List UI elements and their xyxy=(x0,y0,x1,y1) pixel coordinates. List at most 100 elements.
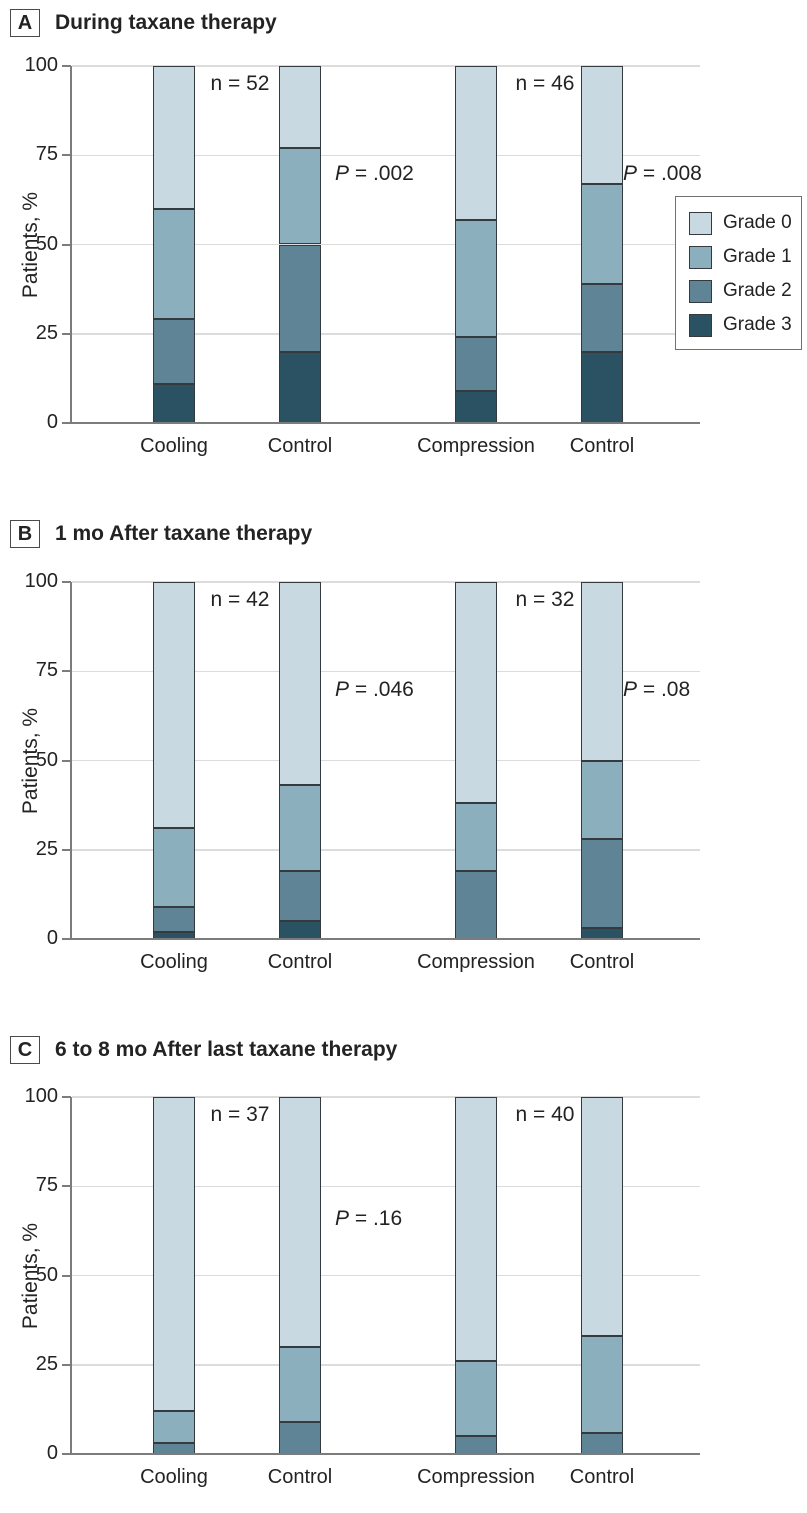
y-tick-mark-50 xyxy=(62,759,71,762)
x-category-label-2: Compression xyxy=(417,951,535,973)
panel-b-letter-box: B xyxy=(10,520,40,548)
panel-c-title-text: 6 to 8 mo After last taxane therapy xyxy=(55,1038,398,1061)
y-gridline-100 xyxy=(72,1096,700,1098)
y-tick-mark-100 xyxy=(62,581,71,583)
bar-segment-compression-2-grade-1 xyxy=(455,1361,497,1437)
y-tick-mark-100 xyxy=(62,1096,71,1098)
x-axis-line xyxy=(70,1453,700,1455)
legend-row-grade-1: Grade 1 xyxy=(689,240,801,274)
x-category-label-1: Control xyxy=(267,951,333,973)
p-value-label-0: P = .002 xyxy=(335,162,414,185)
panel-b-title: B 1 mo After taxane therapy xyxy=(10,520,312,548)
p-value-label-1: P = .008 xyxy=(623,162,702,185)
y-tick-mark-0 xyxy=(62,938,71,940)
bar-segment-compression-2-grade-0 xyxy=(455,66,497,220)
bar-segment-control-1-grade-0 xyxy=(279,1097,321,1347)
p-value-label-0: P = .16 xyxy=(335,1207,403,1230)
legend: Grade 0 Grade 1 Grade 2 Grade 3 xyxy=(675,196,802,350)
y-tick-mark-25 xyxy=(62,848,71,851)
bar-segment-cooling-0-grade-2 xyxy=(153,906,195,932)
n-count-label-0: n = 52 xyxy=(210,72,270,95)
bar-segment-control-3-grade-0 xyxy=(581,582,623,761)
y-tick-label-0: 0 xyxy=(46,927,58,949)
x-category-label-3: Control xyxy=(569,951,635,973)
y-gridline-50 xyxy=(72,1274,700,1277)
y-axis-title: Patients, % xyxy=(19,707,42,814)
bar-segment-control-3-grade-1 xyxy=(581,183,623,284)
bar-segment-control-1-grade-2 xyxy=(279,1421,321,1454)
y-gridline-25 xyxy=(72,849,700,851)
y-tick-label-50: 50 xyxy=(35,232,58,255)
legend-row-grade-0: Grade 0 xyxy=(689,206,801,240)
y-tick-label-100: 100 xyxy=(24,54,58,76)
bar-segment-control-3-grade-1 xyxy=(581,1336,623,1433)
x-category-label-0: Cooling xyxy=(140,951,208,973)
bar-segment-compression-2-grade-3 xyxy=(455,390,497,423)
x-category-label-0: Cooling xyxy=(140,435,208,457)
bar-segment-control-1-grade-2 xyxy=(279,871,321,922)
panel-a-title-text: During taxane therapy xyxy=(55,11,277,34)
bar-segment-control-1-grade-3 xyxy=(279,921,321,939)
bar-segment-cooling-0-grade-0 xyxy=(153,66,195,209)
panel-c-title: C 6 to 8 mo After last taxane therapy xyxy=(10,1036,397,1064)
y-tick-mark-75 xyxy=(62,1185,71,1188)
p-value-label-1: P = .08 xyxy=(623,678,691,701)
bar-segment-control-3-grade-1 xyxy=(581,760,623,840)
bar-segment-cooling-0-grade-0 xyxy=(153,582,195,829)
x-category-label-0: Cooling xyxy=(140,1466,208,1488)
x-category-label-3: Control xyxy=(569,1466,635,1488)
y-tick-label-0: 0 xyxy=(46,1442,58,1464)
panel-b-title-text: 1 mo After taxane therapy xyxy=(55,522,313,545)
x-category-label-3: Control xyxy=(569,435,635,457)
bar-segment-control-1-grade-0 xyxy=(279,582,321,786)
y-axis-title: Patients, % xyxy=(19,191,42,298)
n-count-label-0: n = 42 xyxy=(210,588,270,611)
x-category-label-1: Control xyxy=(267,435,333,457)
bar-segment-control-3-grade-0 xyxy=(581,66,623,184)
bar-segment-control-3-grade-2 xyxy=(581,1432,623,1454)
bar-segment-control-1-grade-1 xyxy=(279,1346,321,1422)
y-tick-label-75: 75 xyxy=(35,143,58,166)
legend-swatch-grade-3 xyxy=(689,313,712,337)
legend-swatch-grade-2 xyxy=(689,279,712,303)
bar-segment-control-1-grade-3 xyxy=(279,351,321,423)
y-tick-label-0: 0 xyxy=(46,411,58,433)
y-gridline-75 xyxy=(72,154,700,156)
legend-label-grade-2: Grade 2 xyxy=(723,280,792,301)
legend-swatch-grade-0 xyxy=(689,211,712,235)
y-tick-mark-25 xyxy=(62,1363,71,1366)
bar-segment-cooling-0-grade-3 xyxy=(153,383,195,423)
y-tick-label-100: 100 xyxy=(24,1085,58,1107)
bar-segment-control-3-grade-3 xyxy=(581,351,623,423)
y-tick-mark-0 xyxy=(62,1453,71,1455)
y-axis-line xyxy=(70,1097,72,1455)
x-category-label-1: Control xyxy=(267,1466,333,1488)
y-tick-label-25: 25 xyxy=(35,837,58,860)
y-tick-mark-0 xyxy=(62,422,71,424)
n-count-label-1: n = 46 xyxy=(515,72,575,95)
y-gridline-75 xyxy=(72,670,700,672)
bar-segment-cooling-0-grade-1 xyxy=(153,208,195,320)
bar-segment-control-1-grade-1 xyxy=(279,785,321,872)
panel-a-title: A During taxane therapy xyxy=(10,9,277,37)
bar-segment-control-1-grade-2 xyxy=(279,244,321,352)
y-tick-label-50: 50 xyxy=(35,748,58,771)
y-tick-label-25: 25 xyxy=(35,321,58,344)
y-tick-label-75: 75 xyxy=(35,1174,58,1197)
y-tick-label-75: 75 xyxy=(35,659,58,682)
y-tick-mark-100 xyxy=(62,65,71,67)
y-tick-mark-25 xyxy=(62,332,71,335)
bar-segment-control-1-grade-0 xyxy=(279,66,321,149)
bar-segment-control-3-grade-2 xyxy=(581,283,623,352)
y-axis-title: Patients, % xyxy=(19,1222,42,1329)
n-count-label-1: n = 32 xyxy=(515,588,575,611)
n-count-label-1: n = 40 xyxy=(515,1103,575,1126)
y-axis-line xyxy=(70,582,72,940)
bar-segment-control-3-grade-2 xyxy=(581,839,623,929)
legend-swatch-grade-1 xyxy=(689,245,712,269)
bar-segment-compression-2-grade-1 xyxy=(455,219,497,338)
p-value-label-0: P = .046 xyxy=(335,678,414,701)
bar-segment-cooling-0-grade-1 xyxy=(153,828,195,907)
y-gridline-75 xyxy=(72,1185,700,1187)
bar-segment-compression-2-grade-2 xyxy=(455,337,497,391)
